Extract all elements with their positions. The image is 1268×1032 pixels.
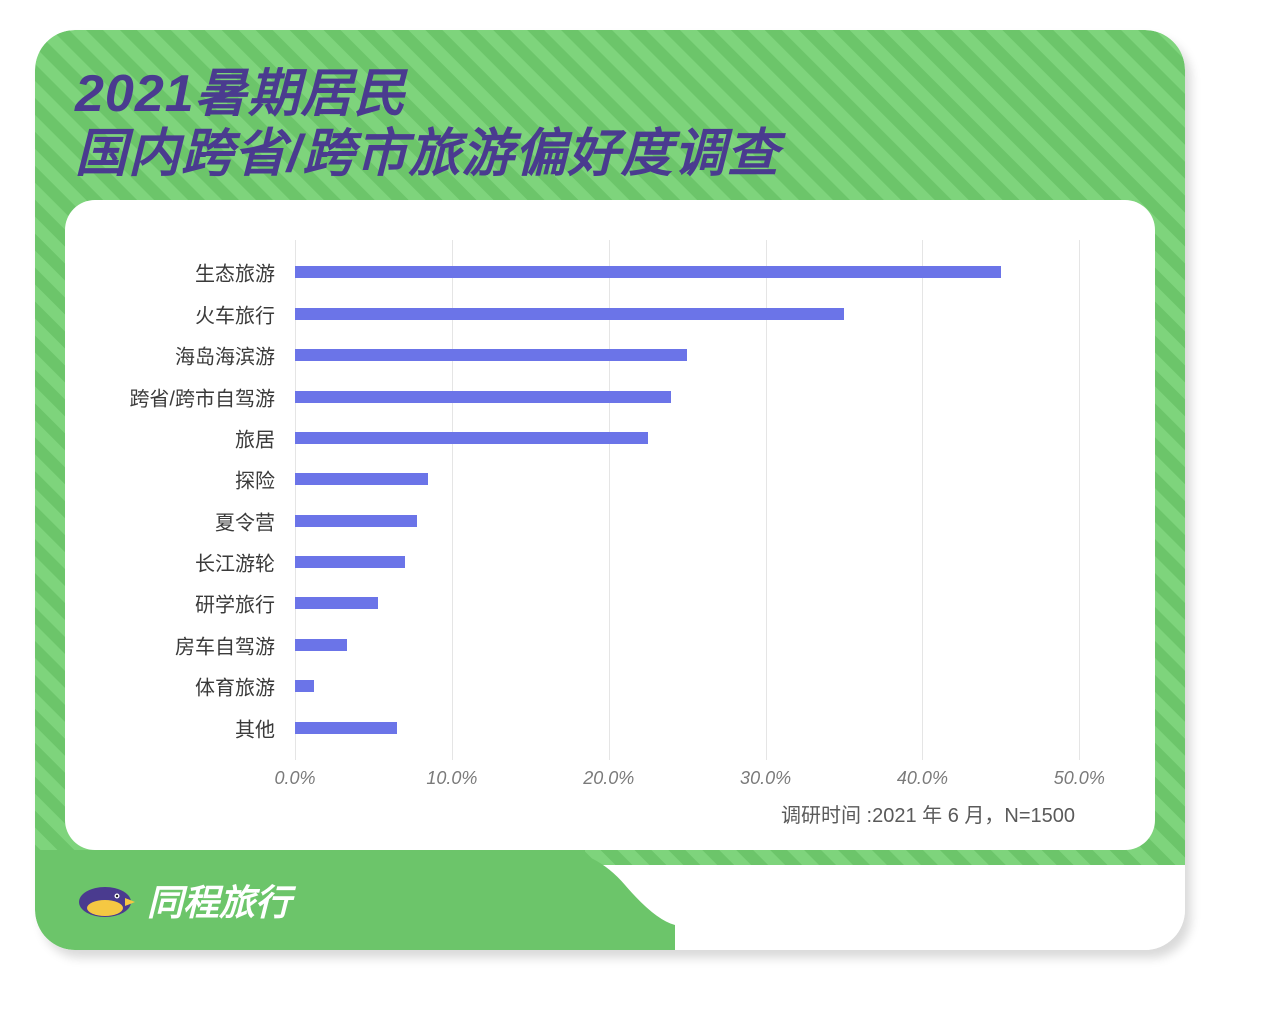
bar bbox=[295, 266, 1001, 278]
x-tick-label: 50.0% bbox=[1054, 768, 1105, 789]
x-tick-label: 20.0% bbox=[583, 768, 634, 789]
y-category-label: 旅居 bbox=[235, 423, 275, 452]
y-category-label: 生态旅游 bbox=[195, 258, 275, 287]
title-line-2: 国内跨省/跨市旅游偏好度调查 bbox=[75, 125, 779, 185]
bar bbox=[295, 722, 397, 734]
gridline bbox=[922, 240, 923, 760]
chart-panel: 生态旅游火车旅行海岛海滨游跨省/跨市自驾游旅居探险夏令营长江游轮研学旅行房车自驾… bbox=[65, 200, 1155, 850]
y-category-label: 海岛海滨游 bbox=[175, 341, 275, 370]
bar bbox=[295, 556, 405, 568]
y-category-label: 探险 bbox=[235, 465, 275, 494]
bar bbox=[295, 432, 648, 444]
bar bbox=[295, 639, 347, 651]
x-axis-labels: 0.0%10.0%20.0%30.0%40.0%50.0% bbox=[295, 760, 1095, 790]
brand-logo-icon bbox=[75, 880, 135, 920]
y-category-label: 火车旅行 bbox=[195, 299, 275, 328]
y-category-label: 其他 bbox=[235, 713, 275, 742]
y-category-label: 跨省/跨市自驾游 bbox=[129, 382, 275, 411]
bar bbox=[295, 680, 314, 692]
y-category-label: 研学旅行 bbox=[195, 589, 275, 618]
chart-area: 生态旅游火车旅行海岛海滨游跨省/跨市自驾游旅居探险夏令营长江游轮研学旅行房车自驾… bbox=[85, 240, 1095, 760]
y-category-label: 体育旅游 bbox=[195, 672, 275, 701]
bar bbox=[295, 308, 844, 320]
bar bbox=[295, 391, 671, 403]
footer-brand-bar: 同程旅行 bbox=[35, 850, 585, 950]
bar bbox=[295, 597, 378, 609]
x-tick-label: 30.0% bbox=[740, 768, 791, 789]
x-tick-label: 40.0% bbox=[897, 768, 948, 789]
bar bbox=[295, 349, 687, 361]
bar bbox=[295, 515, 417, 527]
y-category-label: 房车自驾游 bbox=[175, 630, 275, 659]
plot-area bbox=[295, 240, 1095, 760]
y-category-label: 夏令营 bbox=[215, 506, 275, 535]
x-tick-label: 0.0% bbox=[274, 768, 315, 789]
gridline bbox=[1079, 240, 1080, 760]
green-background: 2021暑期居民 国内跨省/跨市旅游偏好度调查 生态旅游火车旅行海岛海滨游跨省/… bbox=[35, 30, 1185, 870]
x-tick-label: 10.0% bbox=[426, 768, 477, 789]
title-line-1: 2021暑期居民 bbox=[75, 65, 779, 125]
brand-name: 同程旅行 bbox=[147, 874, 291, 926]
bar bbox=[295, 473, 428, 485]
y-category-label: 长江游轮 bbox=[195, 548, 275, 577]
footer-swoop bbox=[555, 850, 675, 950]
footnote: 调研时间 :2021 年 6 月，N=1500 bbox=[781, 799, 1075, 828]
title: 2021暑期居民 国内跨省/跨市旅游偏好度调查 bbox=[75, 65, 779, 185]
infographic-card: 2021暑期居民 国内跨省/跨市旅游偏好度调查 生态旅游火车旅行海岛海滨游跨省/… bbox=[35, 30, 1185, 950]
y-axis-labels: 生态旅游火车旅行海岛海滨游跨省/跨市自驾游旅居探险夏令营长江游轮研学旅行房车自驾… bbox=[85, 240, 285, 760]
